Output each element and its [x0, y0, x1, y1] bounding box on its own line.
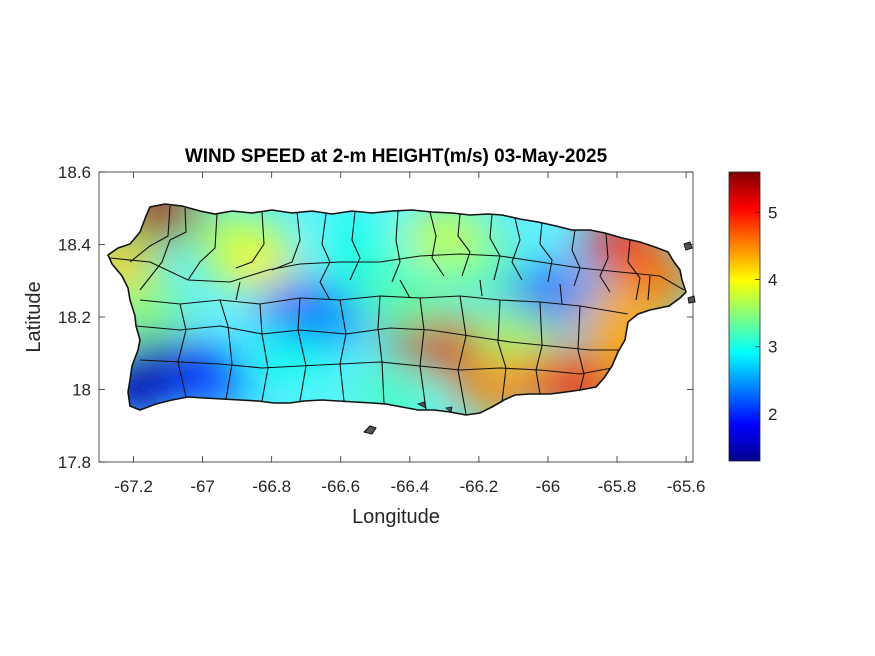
colorbar-tick-label: 3	[768, 338, 777, 357]
x-tick-label: -67	[190, 477, 215, 496]
colorbar-tick-label: 4	[768, 271, 777, 290]
wind-speed-cell	[212, 236, 297, 289]
wind-speed-cell	[471, 309, 556, 362]
x-tick-label: -67.2	[114, 477, 153, 496]
wind-speed-cell	[108, 236, 159, 289]
y-tick-label: 17.8	[58, 453, 91, 472]
east-cays	[683, 241, 696, 304]
colorbar	[728, 171, 761, 462]
y-axis: 17.8 18 18.2 18.4 18.6	[58, 163, 693, 472]
x-tick-label: -66	[536, 477, 561, 496]
colorbar-tick-label: 5	[768, 203, 777, 222]
y-tick-label: 18.6	[58, 163, 91, 182]
municipality-boundaries	[109, 205, 685, 415]
wind-speed-cell	[246, 334, 331, 387]
wind-speed-cell	[167, 352, 252, 405]
y-tick-label: 18	[72, 381, 91, 400]
y-axis-label: Latitude	[23, 281, 45, 352]
x-tick-label: -66.2	[460, 477, 499, 496]
colorbar-ticks: 2 3 4 5	[755, 203, 777, 424]
wind-speed-cell	[316, 211, 401, 264]
x-axis-label: Longitude	[352, 506, 440, 528]
y-tick-label: 18.4	[58, 236, 91, 255]
chart-title: WIND SPEED at 2-m HEIGHT(m/s) 03-May-202…	[185, 146, 608, 167]
y-tick-label: 18.2	[58, 308, 91, 327]
x-tick-label: -65.6	[667, 477, 706, 496]
x-tick-label: -66.8	[252, 477, 291, 496]
x-tick-label: -66.6	[321, 477, 360, 496]
x-tick-label: -65.8	[598, 477, 637, 496]
wind-speed-cell	[367, 276, 452, 329]
x-axis: -67.2 -67 -66.8 -66.6 -66.4 -66.2 -66 -65.8 -65.…	[114, 172, 705, 496]
caja-de-muertos-island	[363, 425, 377, 435]
coastline	[107, 203, 687, 416]
colorbar-tick-label: 2	[768, 405, 777, 424]
x-tick-label: -66.4	[390, 477, 429, 496]
wind-speed-cell	[402, 211, 487, 264]
